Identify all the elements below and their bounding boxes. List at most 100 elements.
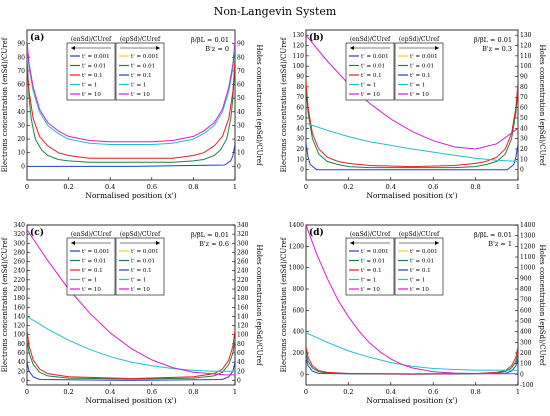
y-tick-label-right: 60	[237, 350, 245, 357]
y-tick-label: 50	[296, 115, 304, 122]
series-line	[27, 144, 235, 167]
right-arrow-icon	[435, 241, 439, 245]
x-axis-label: Normalised position (x')	[366, 396, 457, 405]
y-tick-label: 20	[17, 136, 25, 143]
parameter-text: B'z = 0.6	[199, 240, 229, 248]
right-arrow-icon	[156, 46, 160, 50]
legend-entry-holes: t' = 0.001	[131, 249, 159, 255]
legend-box-electrons	[66, 237, 116, 296]
y-tick-label: 0	[300, 371, 304, 378]
series-line	[306, 81, 518, 168]
panel-label: (b)	[309, 32, 324, 43]
y-tick-label: 40	[17, 109, 25, 116]
parameter-text: β/βL = 0.01	[191, 231, 229, 239]
y-tick-label-right: 0	[237, 377, 241, 384]
y-tick-label-right: 130	[520, 32, 532, 39]
y-tick-label: 160	[14, 304, 26, 311]
x-axis-label: Normalised position (x')	[85, 191, 176, 200]
y-tick-label: 60	[17, 82, 25, 89]
x-tick-label: 0	[25, 183, 29, 191]
x-tick-label: 1	[516, 183, 520, 191]
y-tick-label: 220	[14, 277, 26, 284]
x-tick-label: 0.2	[63, 183, 73, 191]
series-line	[27, 46, 235, 145]
parameter-text: B'z = 1	[488, 240, 512, 248]
series-line	[27, 229, 235, 376]
legend: (enSd)/CUref (epSd)/CUref t' = 0.001 t' = 0…	[66, 36, 165, 101]
y-tick-label: 100	[14, 332, 26, 339]
plot-frame	[26, 29, 236, 181]
legend-header-electrons: (enSd)/CUref	[71, 36, 112, 43]
y-tick-label: 90	[17, 41, 25, 48]
legend-entry-electrons: t' = 0.001	[82, 249, 110, 255]
y-tick-label-right: 50	[520, 115, 528, 122]
legend-box-holes	[115, 237, 165, 296]
y-tick-label-right: 1000	[520, 265, 535, 272]
x-axis-label: Normalised position (x')	[85, 396, 176, 405]
plot-frame	[305, 29, 519, 181]
legend: (enSd)/CUref (epSd)/CUref t' = 0.001 t' = 0…	[66, 231, 165, 296]
series-lines	[27, 229, 235, 381]
left-arrow-icon	[71, 241, 75, 245]
y-tick-label: 400	[293, 329, 305, 336]
legend-entry-holes: t' = 0.01	[410, 64, 434, 70]
legend-entry-holes: t' = 10	[410, 287, 429, 293]
parameter-text: β/βL = 0.01	[474, 231, 512, 239]
series-line	[27, 330, 235, 380]
legend-entry-holes: t' = 0.001	[410, 54, 438, 60]
y-tick-label: 280	[14, 249, 26, 256]
y-tick-label: 1200	[289, 243, 304, 250]
y-tick-label-right: 70	[520, 94, 528, 101]
y-tick-label-right: 30	[237, 122, 245, 129]
y-tick-label: 10	[17, 150, 25, 157]
y-tick-label-right: 200	[237, 286, 249, 293]
legend-entry-electrons: t' = 0.1	[82, 73, 103, 79]
y-tick-label-right: 0	[237, 163, 241, 170]
series-line	[306, 34, 518, 150]
right-arrow-icon	[156, 241, 160, 245]
y-tick-label: 80	[296, 84, 304, 91]
legend-header-holes: (epSd)/CUref	[120, 36, 161, 43]
y-tick-label-right: 60	[237, 82, 245, 89]
legend-entry-holes: t' = 1	[131, 83, 146, 89]
y-tick-label-right: 30	[520, 136, 528, 143]
x-tick-label: 0.2	[343, 388, 353, 396]
legend-entry-electrons: t' = 10	[361, 287, 380, 293]
parameter-text: B'z = 0	[205, 45, 229, 53]
y-tick-label-right: 0	[520, 167, 524, 174]
x-tick-label: 0.8	[188, 183, 198, 191]
y-tick-label-right: 160	[237, 304, 249, 311]
legend-entry-holes: t' = 10	[131, 92, 150, 98]
parameter-text: β/βL = 0.01	[191, 36, 229, 44]
x-tick-label: 0.4	[386, 183, 396, 191]
legend-entry-electrons: t' = 0.001	[361, 249, 389, 255]
y-tick-label: 0	[21, 163, 25, 170]
series-line	[27, 315, 235, 372]
y-tick-label-right: 50	[237, 95, 245, 102]
y-tick-label: 70	[296, 94, 304, 101]
y-tick-label-right: 60	[520, 105, 528, 112]
y-tick-label-right: 1300	[520, 233, 535, 240]
y-tick-label: 320	[14, 231, 26, 238]
y-axis-label: Electrons concentration (enSd)/CUref	[1, 236, 9, 372]
legend-header-electrons: (enSd)/CUref	[71, 231, 112, 238]
plot-frame	[305, 224, 519, 386]
legend-entry-holes: t' = 10	[131, 287, 150, 293]
y-tick-label-right: 20	[237, 136, 245, 143]
x-tick-label: 0.8	[470, 183, 480, 191]
y-tick-label: 40	[17, 359, 25, 366]
x-tick-label: 0.6	[428, 388, 438, 396]
y-tick-label: 260	[14, 259, 26, 266]
y-tick-label: 0	[300, 167, 304, 174]
legend-header-holes: (epSd)/CUref	[399, 231, 440, 238]
legend-entry-holes: t' = 0.1	[131, 268, 152, 274]
x-tick-label: 0.8	[188, 388, 198, 396]
series-lines	[306, 34, 518, 171]
panel-d: 0.2 0.4 0.6 0.8 1 0 Normalised position (x') 0 2…	[280, 222, 546, 405]
y-tick-label: 110	[293, 53, 305, 60]
legend-entry-holes: t' = 1	[131, 278, 146, 284]
y-tick-label-right: 120	[520, 43, 532, 50]
y-axis-label-right: Holes concentration (epSd)/CUref	[538, 44, 546, 167]
